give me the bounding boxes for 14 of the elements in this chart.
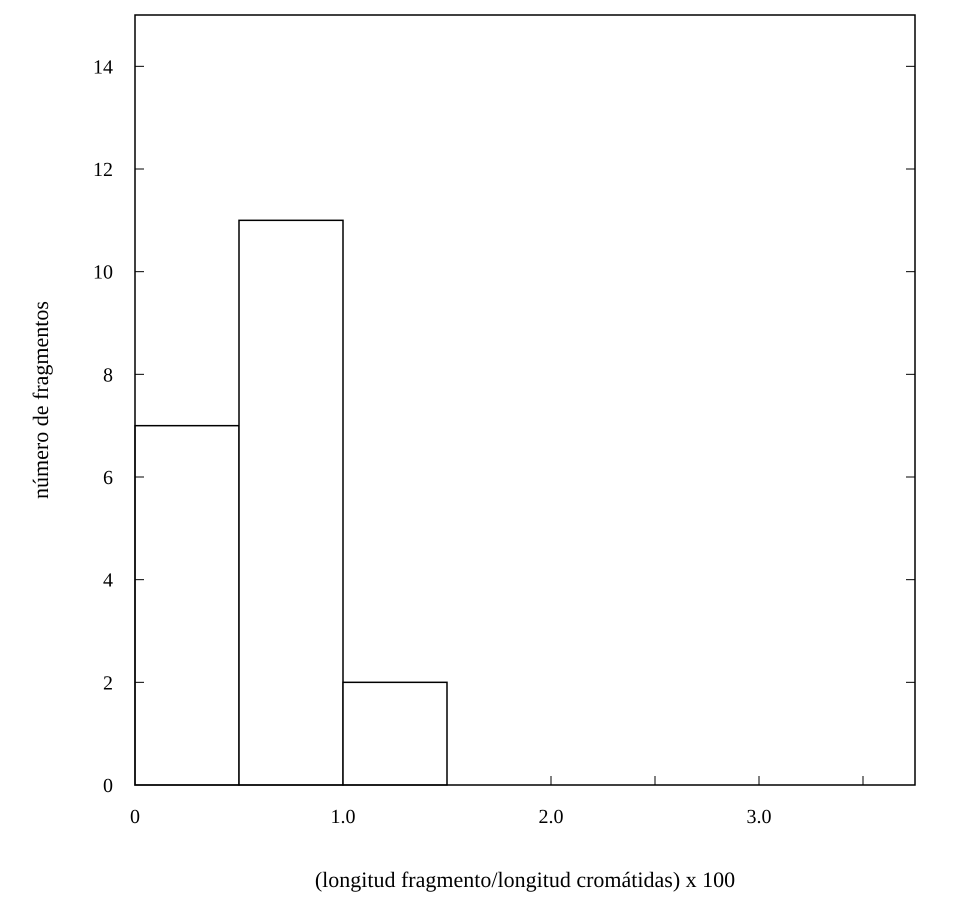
y-axis-title: número de fragmentos [28, 301, 53, 499]
x-tick-label: 0 [130, 806, 140, 828]
y-tick-label: 8 [103, 364, 113, 386]
x-tick-label: 2.0 [538, 806, 564, 828]
y-tick-label: 2 [103, 672, 113, 694]
y-tick-label: 14 [93, 56, 113, 78]
y-tick-label: 4 [103, 570, 113, 592]
x-tick-label: 3.0 [746, 806, 772, 828]
y-tick-label: 10 [93, 262, 113, 284]
x-axis-title: (longitud fragmento/longitud cromátidas) x 100 [314, 867, 736, 892]
y-tick-label: 6 [103, 467, 113, 489]
y-tick-label: 12 [93, 159, 113, 181]
y-tick-label: 0 [103, 775, 113, 797]
x-tick-label: 1.0 [330, 806, 356, 828]
